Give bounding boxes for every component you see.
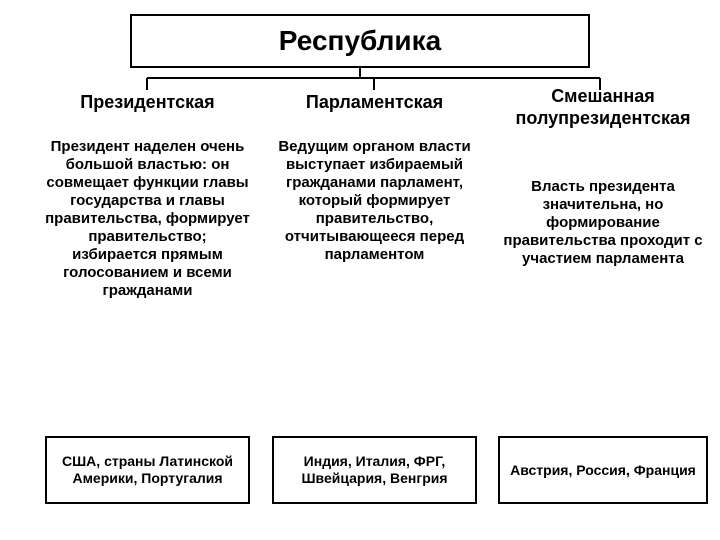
col3-desc: Власть президента значительна, но формир… bbox=[498, 178, 708, 268]
col3-examples-text: Австрия, Россия, Франция bbox=[510, 462, 696, 479]
col1-examples-text: США, страны Латинской Америки, Португали… bbox=[51, 453, 244, 487]
col1-header-text: Президентская bbox=[80, 92, 214, 112]
col3-header-text: Смешанная полупрезидентская bbox=[516, 86, 691, 128]
col2-header-text: Парламентская bbox=[306, 92, 443, 112]
col3-header: Смешанная полупрезидентская bbox=[498, 86, 708, 129]
col2-desc-text: Ведущим органом власти выступает избирае… bbox=[278, 138, 470, 263]
col1-desc-text: Президент наделен очень большой властью:… bbox=[45, 138, 250, 299]
col1-header: Президентская bbox=[45, 92, 250, 114]
col1-desc: Президент наделен очень большой властью:… bbox=[45, 138, 250, 300]
col2-header: Парламентская bbox=[272, 92, 477, 114]
title-text: Республика bbox=[279, 25, 441, 57]
col3-desc-text: Власть президента значительна, но формир… bbox=[503, 178, 702, 267]
col3-examples: Австрия, Россия, Франция bbox=[498, 436, 708, 504]
col2-examples-text: Индия, Италия, ФРГ, Швейцария, Венгрия bbox=[278, 453, 471, 487]
col2-examples: Индия, Италия, ФРГ, Швейцария, Венгрия bbox=[272, 436, 477, 504]
col1-examples: США, страны Латинской Америки, Португали… bbox=[45, 436, 250, 504]
col2-desc: Ведущим органом власти выступает избирае… bbox=[272, 138, 477, 264]
title-box: Республика bbox=[130, 14, 590, 68]
